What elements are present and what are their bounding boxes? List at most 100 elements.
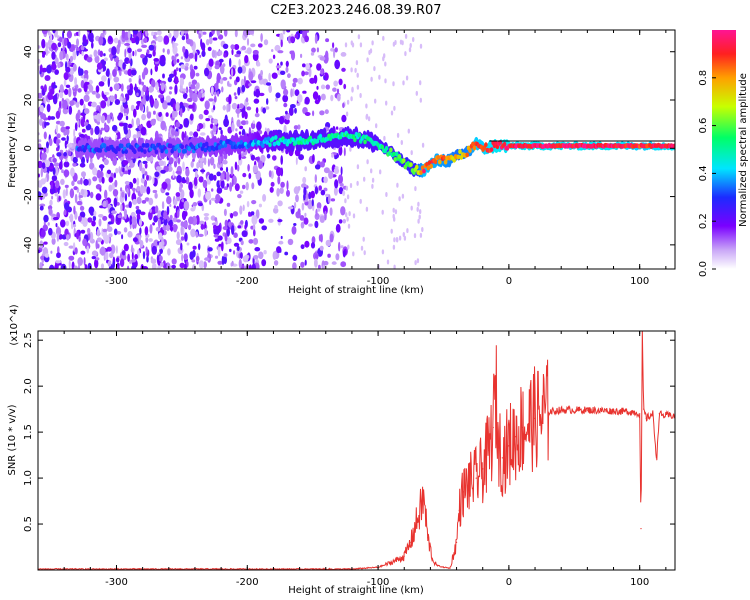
noise-speck: [261, 225, 268, 231]
noise-speck: [73, 224, 77, 228]
noise-speck: [173, 199, 178, 206]
noise-speck: [92, 176, 98, 182]
noise-speck: [82, 217, 88, 228]
noise-speck: [175, 67, 179, 72]
noise-speck: [336, 88, 340, 94]
noise-speck: [382, 56, 385, 62]
noise-speck: [290, 104, 296, 109]
noise-speck: [209, 156, 215, 166]
ridge-point: [120, 143, 124, 149]
noise-speck: [222, 63, 226, 67]
noise-speck: [140, 90, 144, 97]
noise-speck: [91, 101, 97, 108]
noise-speck: [60, 159, 63, 168]
noise-speck: [63, 209, 67, 216]
noise-speck: [183, 200, 190, 211]
noise-speck: [124, 42, 131, 46]
noise-speck: [100, 127, 105, 131]
noise-speck: [340, 206, 346, 216]
noise-speck: [83, 82, 88, 93]
noise-speck: [96, 228, 101, 237]
noise-speck: [44, 75, 51, 81]
noise-speck: [103, 53, 106, 57]
noise-speck: [198, 260, 205, 269]
noise-speck: [392, 81, 395, 87]
noise-speck: [146, 49, 150, 54]
noise-speck: [93, 49, 98, 58]
noise-speck: [163, 218, 168, 226]
noise-speck: [329, 233, 334, 243]
noise-speck: [48, 208, 53, 216]
spectrogram-y-label: Frequency (Hz): [7, 112, 18, 188]
noise-speck: [331, 153, 334, 158]
noise-speck: [52, 167, 56, 176]
noise-speck: [52, 94, 58, 105]
noise-speck: [79, 205, 85, 211]
noise-speck: [230, 166, 234, 176]
noise-speck: [355, 60, 359, 66]
noise-speck: [292, 262, 297, 269]
noise-speck: [217, 260, 223, 265]
noise-speck: [185, 103, 188, 108]
noise-speck: [333, 186, 338, 196]
noise-speck: [150, 97, 155, 106]
noise-speck: [209, 36, 213, 45]
snr-point: [181, 568, 183, 570]
noise-speck: [275, 65, 282, 69]
noise-speck: [256, 121, 262, 131]
noise-speck: [210, 197, 216, 201]
noise-speck: [192, 101, 195, 112]
noise-speck: [129, 182, 134, 189]
noise-speck: [240, 220, 244, 225]
ridge-point: [471, 141, 475, 147]
noise-speck: [66, 143, 73, 148]
noise-speck: [294, 201, 297, 209]
noise-speck: [83, 94, 90, 103]
noise-speck: [113, 197, 118, 208]
noise-speck: [113, 83, 120, 91]
noise-speck: [251, 215, 258, 225]
noise-speck: [230, 212, 234, 219]
noise-speck: [116, 231, 122, 235]
noise-speck: [124, 112, 128, 117]
noise-speck: [216, 187, 223, 194]
noise-speck: [120, 83, 124, 92]
snr-point: [427, 537, 429, 539]
noise-speck: [301, 70, 305, 77]
noise-speck: [160, 54, 166, 65]
noise-speck: [49, 264, 55, 269]
ridge-point: [212, 146, 216, 152]
noise-speck: [141, 71, 146, 80]
noise-speck: [257, 43, 263, 48]
noise-speck: [310, 190, 316, 199]
noise-speck: [128, 51, 132, 61]
noise-speck: [165, 95, 171, 103]
noise-speck: [214, 119, 218, 125]
noise-speck: [152, 34, 156, 39]
noise-speck: [401, 193, 405, 199]
noise-speck: [195, 255, 200, 262]
noise-speck: [343, 83, 347, 90]
noise-speck: [80, 250, 86, 255]
colorbar-tick-label: 0.0: [698, 261, 709, 277]
noise-speck: [185, 86, 189, 94]
x-tick-label: 0: [506, 276, 512, 287]
noise-speck: [127, 123, 133, 129]
noise-speck: [319, 110, 325, 116]
noise-speck: [224, 219, 228, 228]
noise-speck: [74, 247, 78, 255]
noise-speck: [99, 187, 102, 192]
noise-speck: [150, 118, 156, 126]
noise-speck: [161, 181, 168, 190]
noise-speck: [117, 265, 120, 269]
noise-speck: [173, 69, 177, 77]
noise-speck: [392, 41, 396, 47]
noise-speck: [234, 161, 238, 171]
noise-speck: [188, 104, 194, 109]
noise-speck: [106, 226, 113, 233]
ridge-point: [452, 157, 457, 163]
noise-speck: [302, 90, 307, 94]
noise-speck: [160, 82, 165, 92]
noise-speck: [53, 162, 60, 167]
noise-speck: [191, 92, 198, 100]
